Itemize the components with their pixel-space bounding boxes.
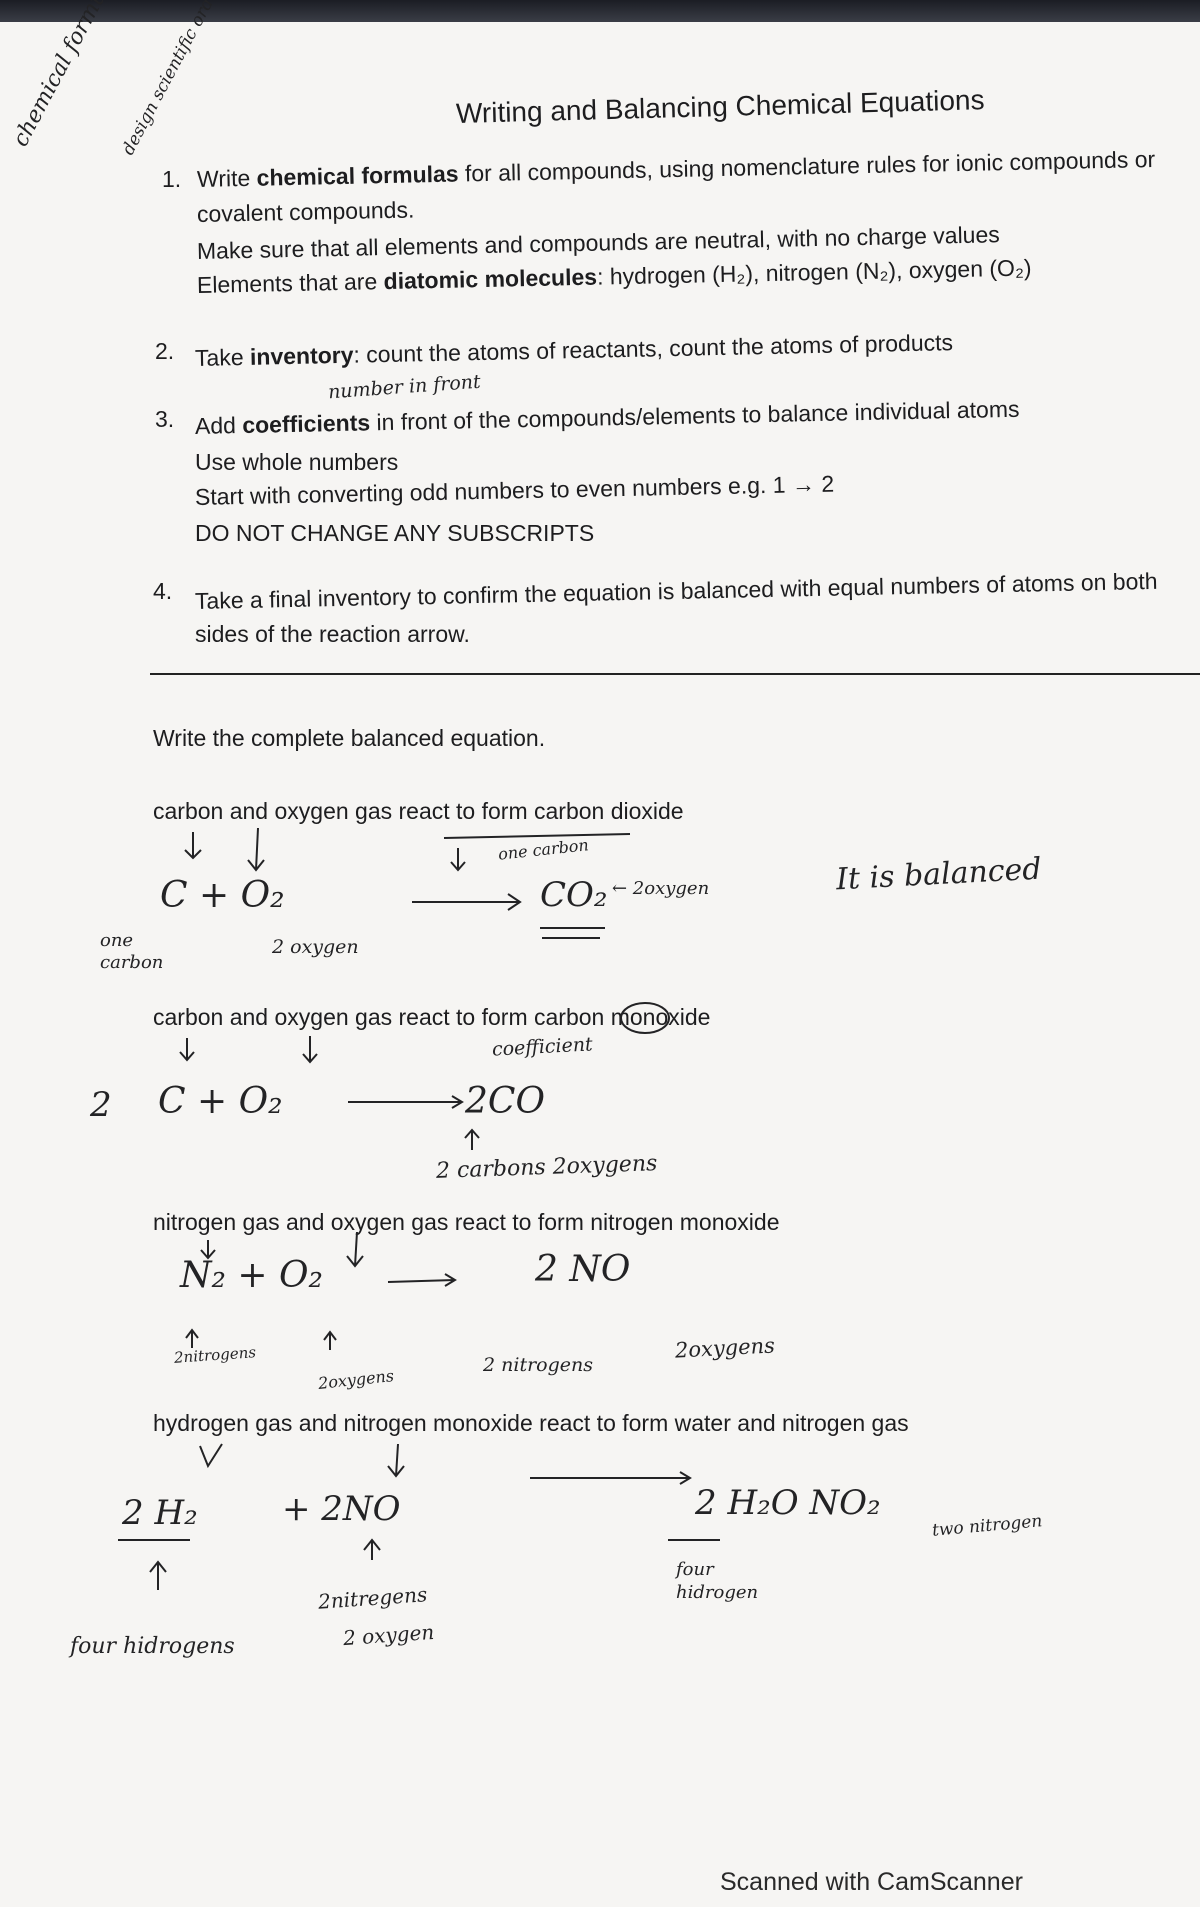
down-arrow (247, 827, 265, 872)
scanner-watermark: Scanned with CamScanner (720, 1868, 1023, 1896)
handwritten-note: 2 oxygen (272, 936, 359, 958)
step-line: Use whole numbers (195, 451, 398, 474)
handwritten-equation: 2 H₂ (122, 1493, 198, 1533)
problem-prompt: carbon and oxygen gas react to form carb… (153, 1004, 711, 1030)
handwritten-equation: CO₂ (540, 875, 608, 915)
problem-prompt: hydrogen gas and nitrogen monoxide react… (153, 1410, 909, 1436)
down-arrow (184, 832, 202, 860)
handwritten-equation: N₂ + O₂ (180, 1255, 323, 1296)
handwritten-equation: C + O₂ (160, 875, 285, 916)
down-arrow (450, 848, 466, 872)
underline (443, 833, 631, 839)
up-arrow (323, 1330, 337, 1350)
up-arrow (149, 1560, 167, 1590)
step-number: 4. (153, 578, 173, 604)
instruction: Write the complete balanced equation. (153, 725, 546, 751)
down-arrow (179, 1038, 195, 1062)
reaction-arrow (387, 1273, 457, 1287)
divider (150, 673, 1200, 675)
text: Use whole numbers (195, 449, 399, 475)
check-mark (199, 1443, 223, 1469)
handwritten-note: one carbon (100, 930, 164, 973)
down-arrow (387, 1443, 405, 1478)
handwritten-note: four hidrogens (70, 1634, 235, 1659)
handwritten-equation: 2 NO (535, 1249, 631, 1290)
problem-prompt: carbon and oxygen gas react to form carb… (153, 798, 684, 824)
step-number: 3. (155, 406, 175, 432)
up-arrow (185, 1328, 199, 1348)
text: DO NOT CHANGE ANY SUBSCRIPTS (195, 520, 595, 546)
text: sides of the reaction arrow. (195, 621, 470, 647)
handwritten-equation: 2CO (465, 1081, 545, 1122)
step-number: 1. (162, 166, 182, 192)
handwritten-note: four hidrogen (676, 1559, 759, 1604)
handwritten-equation: 2 H₂O NO₂ (695, 1483, 881, 1523)
down-arrow (302, 1036, 318, 1064)
step-line: DO NOT CHANGE ANY SUBSCRIPTS (195, 522, 594, 545)
handwritten-equation: + 2NO (282, 1489, 401, 1529)
step-line: sides of the reaction arrow. (195, 623, 470, 646)
handwritten-note: 2 nitrogens (483, 1354, 593, 1376)
reaction-arrow (348, 1095, 464, 1109)
down-arrow (346, 1231, 364, 1268)
reaction-arrow (412, 893, 522, 911)
handwritten-equation: 2 (90, 1085, 112, 1125)
reaction-arrow (530, 1471, 692, 1485)
step-number: 2. (155, 338, 175, 364)
up-arrow (363, 1538, 381, 1560)
underline (540, 927, 605, 939)
down-arrow (200, 1240, 216, 1260)
handwritten-equation: C + O₂ (158, 1081, 283, 1122)
up-arrow (464, 1128, 480, 1150)
handwritten-note: ← 2oxygen (612, 878, 710, 899)
problem-prompt: nitrogen gas and oxygen gas react to for… (153, 1209, 780, 1235)
scanner-edge (0, 0, 1200, 22)
circle-mark (620, 1002, 670, 1034)
